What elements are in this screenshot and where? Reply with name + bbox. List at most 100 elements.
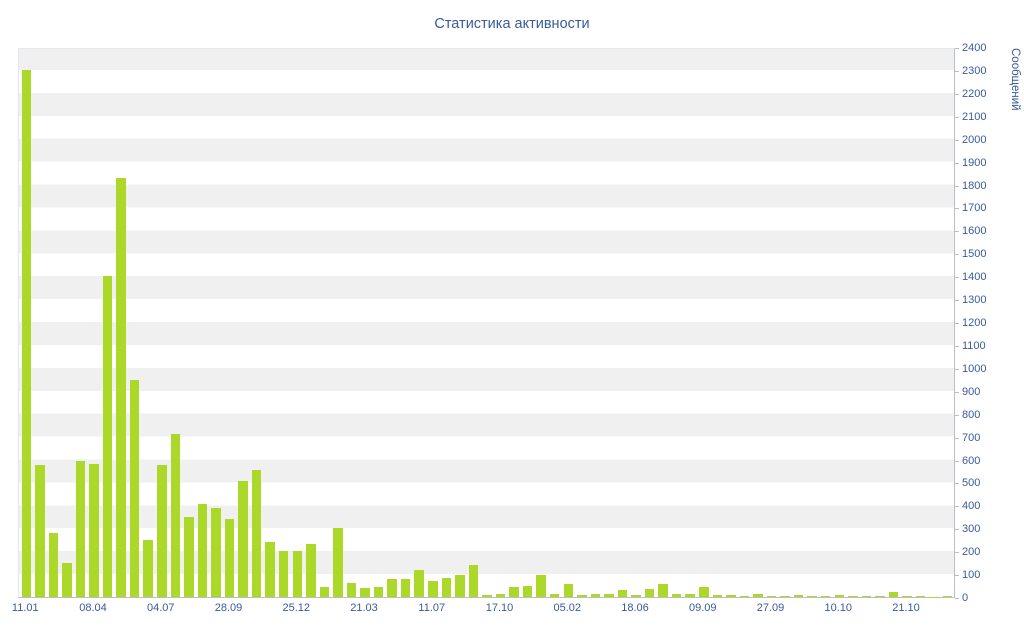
- bar: [915, 596, 926, 597]
- bar: [428, 580, 438, 597]
- y-tick: [955, 254, 959, 256]
- bar: [753, 594, 763, 597]
- bar: [522, 585, 533, 597]
- bar: [848, 596, 858, 597]
- bar: [360, 587, 370, 597]
- y-tick-label: 1600: [962, 225, 987, 238]
- x-tick-label: 10.10: [824, 602, 853, 614]
- bar: [712, 595, 723, 597]
- chart-title: Статистика активности: [434, 16, 590, 32]
- y-tick-label: 800: [962, 408, 981, 421]
- x-tick-label: 05.02: [553, 602, 582, 614]
- bar: [306, 544, 316, 597]
- bar: [21, 69, 31, 597]
- bar: [89, 464, 99, 597]
- y-tick: [955, 598, 959, 599]
- bar: [807, 595, 817, 597]
- bar: [333, 528, 343, 597]
- y-tick: [955, 185, 959, 187]
- y-tick-label: 1300: [962, 294, 987, 307]
- y-tick-label: 2100: [962, 110, 987, 123]
- bar: [468, 564, 479, 597]
- y-tick: [955, 70, 959, 72]
- y-tick: [955, 208, 959, 210]
- bar: [197, 504, 208, 597]
- bar: [102, 276, 113, 597]
- y-tick: [955, 345, 959, 347]
- y-tick: [955, 529, 959, 531]
- y-tick-label: 2400: [962, 42, 987, 54]
- y-tick: [955, 48, 959, 49]
- bar: [373, 586, 384, 597]
- y-tick-label: 2200: [962, 87, 987, 100]
- x-tick-label: 11.07: [418, 602, 446, 614]
- x-tick-label: 18.06: [621, 602, 649, 614]
- y-tick-label: 2300: [962, 64, 987, 77]
- y-tick: [955, 231, 959, 233]
- bar: [875, 596, 885, 597]
- y-axis: 0 100 200 300 400 500 600 700 800 900 1000 1100 1200…: [955, 42, 1024, 604]
- bar: [902, 596, 912, 597]
- bar: [726, 594, 736, 597]
- bar: [793, 594, 804, 597]
- y-tick-label: 300: [962, 523, 981, 536]
- y-tick: [955, 368, 959, 370]
- bar: [780, 595, 790, 597]
- bar: [820, 596, 831, 597]
- bar: [455, 575, 465, 597]
- bar: [211, 507, 221, 597]
- y-tick: [955, 93, 959, 95]
- bar: [116, 177, 126, 597]
- y-tick: [955, 162, 959, 164]
- bar: [631, 594, 641, 597]
- y-tick: [955, 460, 959, 462]
- y-tick-label: 600: [962, 454, 981, 467]
- bar: [319, 586, 330, 597]
- y-tick-label: 1900: [962, 156, 987, 169]
- bar: [766, 595, 777, 597]
- bar: [536, 575, 546, 597]
- x-tick-label: 21.03: [350, 602, 378, 614]
- bar: [577, 594, 587, 597]
- bar: [590, 593, 601, 597]
- bar: [238, 481, 248, 597]
- bar: [549, 593, 560, 597]
- x-tick-label: 04.07: [146, 602, 175, 614]
- bar: [482, 594, 492, 597]
- bar: [35, 465, 45, 597]
- x-tick-label: 27.09: [756, 602, 785, 614]
- y-tick-label: 500: [962, 477, 981, 490]
- y-tick: [955, 552, 959, 554]
- plot-area: [18, 48, 955, 598]
- y-tick-label: 1100: [962, 339, 986, 352]
- bar: [495, 593, 506, 597]
- y-tick: [955, 414, 959, 416]
- bar: [685, 593, 695, 597]
- bar: [441, 577, 452, 597]
- y-tick: [955, 506, 959, 508]
- y-tick: [955, 391, 959, 393]
- x-tick-label: 25.12: [282, 602, 311, 614]
- bar: [157, 465, 167, 597]
- bar: [346, 583, 357, 597]
- y-tick-label: 900: [962, 385, 981, 398]
- bar: [942, 596, 953, 597]
- bar: [644, 588, 655, 597]
- x-tick-label: 11.01: [11, 602, 39, 614]
- y-tick-label: 700: [962, 431, 981, 444]
- x-tick-label: 17.10: [485, 602, 514, 614]
- y-tick-label: 100: [962, 569, 981, 582]
- y-tick: [955, 277, 959, 279]
- y-tick: [955, 483, 959, 485]
- bar: [739, 595, 750, 597]
- bar: [699, 586, 709, 597]
- x-tick-label: 28.09: [214, 602, 243, 614]
- y-tick-label: 1800: [962, 179, 987, 192]
- y-tick-label: 200: [962, 546, 981, 559]
- bar: [888, 592, 899, 597]
- y-tick-label: 1200: [962, 317, 987, 329]
- y-tick-label: 0: [962, 592, 969, 604]
- bar: [48, 532, 59, 597]
- bar: [414, 569, 424, 597]
